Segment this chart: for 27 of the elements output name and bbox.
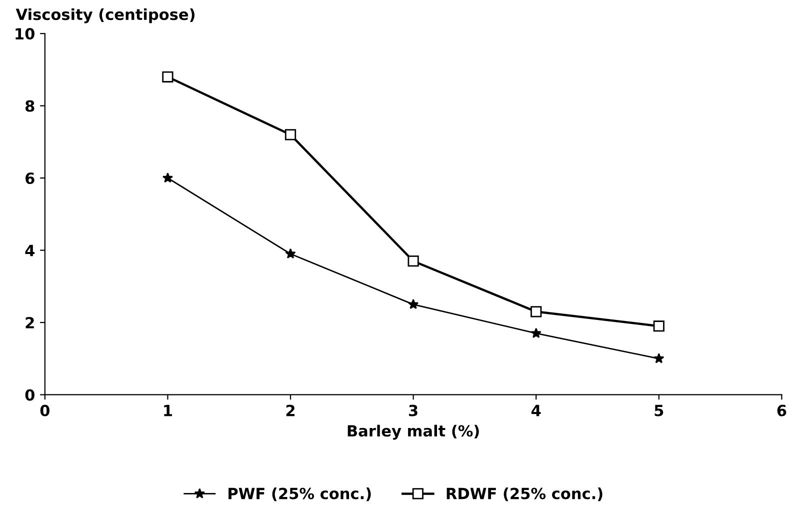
point — [408, 256, 419, 267]
x-tick-label: 0 — [40, 404, 50, 416]
y-tick-label: 2 — [26, 316, 34, 328]
point — [284, 129, 296, 140]
x-tick-label: 6 — [777, 404, 786, 416]
point — [654, 353, 664, 364]
legend-label: RDWF (25% conc.) — [446, 487, 602, 502]
point — [162, 71, 174, 82]
legend-label: PWF (25% conc.) — [228, 487, 371, 502]
x-tick-label: 4 — [531, 404, 541, 416]
y-tick-label: 0 — [25, 389, 34, 401]
y-tick-label: 4 — [25, 244, 34, 256]
y-axis-title: Viscosity (centipose) — [16, 8, 194, 24]
x-tick-label: 2 — [286, 404, 294, 416]
point — [530, 328, 542, 338]
y-tick-label: 8 — [25, 100, 34, 112]
y-tick-label: 10 — [16, 28, 34, 40]
point — [530, 306, 542, 318]
point — [408, 298, 419, 310]
x-tick-label: 5 — [654, 404, 664, 416]
x-tick-label: 3 — [409, 404, 418, 416]
x-tick-label: 1 — [164, 404, 172, 416]
x-axis-title: Barley malt (%) — [348, 424, 479, 440]
point — [653, 320, 664, 332]
point — [285, 248, 296, 258]
point — [162, 172, 174, 183]
y-tick-label: 6 — [26, 172, 34, 184]
